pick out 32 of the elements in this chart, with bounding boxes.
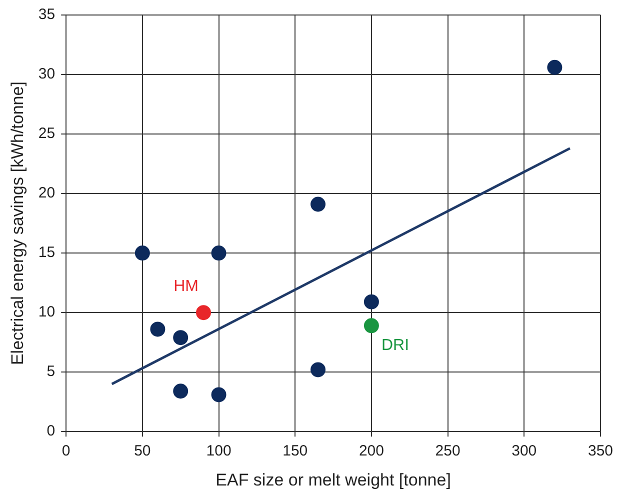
x-tick-label: 250 (435, 442, 460, 460)
point (547, 60, 562, 75)
point (173, 330, 188, 346)
x-axis-title: EAF size or melt weight [tonne] (216, 470, 451, 490)
y-tick-label: 15 (38, 244, 56, 262)
point (173, 384, 188, 399)
point (364, 318, 379, 334)
x-tick-label: 50 (134, 442, 151, 460)
x-tick-label: 200 (358, 442, 384, 460)
y-tick-label: 0 (46, 422, 56, 440)
point (211, 387, 226, 402)
point (196, 305, 211, 320)
y-axis-title: Electrical energy savings [kWh/tonne] (8, 82, 27, 366)
y-tick-label: 25 (38, 125, 56, 142)
y-tick-label: 20 (38, 184, 56, 202)
x-tick-label: 0 (62, 442, 70, 460)
point (134, 246, 150, 261)
y-tick-label: 30 (38, 66, 56, 83)
y-tick-label: 35 (38, 6, 56, 24)
series-label: HM (174, 278, 198, 295)
point (310, 196, 326, 212)
point (211, 246, 226, 261)
y-tick-label: 10 (38, 304, 56, 321)
x-tick-label: 300 (512, 442, 537, 460)
series-label: DRI (381, 337, 410, 354)
point (310, 362, 326, 378)
point (364, 294, 379, 310)
point (150, 322, 166, 337)
x-tick-label: 350 (588, 442, 613, 460)
x-tick-label: 100 (206, 442, 232, 460)
x-tick-label: 150 (282, 442, 308, 460)
y-tick-label: 5 (46, 363, 56, 380)
